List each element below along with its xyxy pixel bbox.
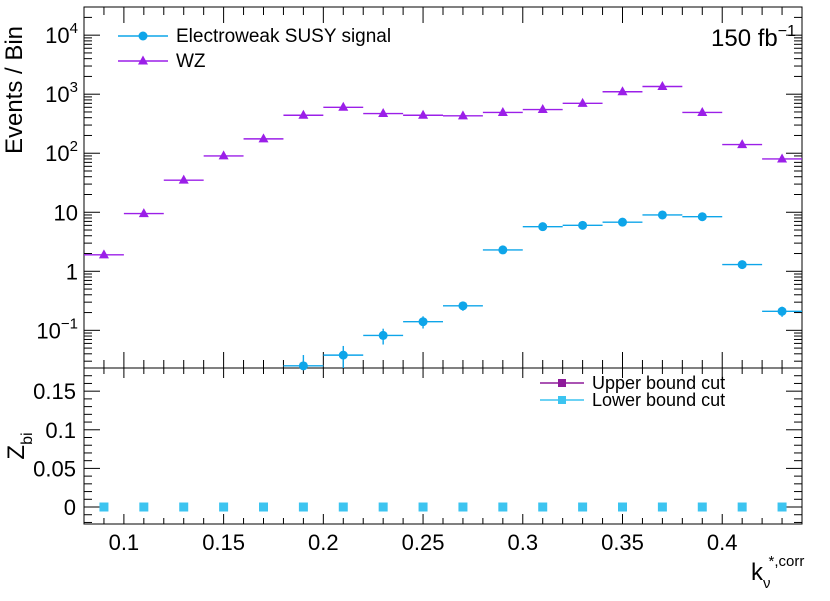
data-point-signal — [418, 317, 428, 327]
data-point-wz — [777, 153, 788, 163]
data-point-zbi — [418, 502, 428, 512]
legend-wz-marker — [138, 55, 148, 65]
data-point-wz — [338, 101, 349, 111]
data-point-signal — [538, 222, 548, 232]
data-point-zbi — [498, 502, 508, 512]
data-point-wz — [697, 106, 708, 116]
data-point-wz — [537, 104, 548, 114]
top-ytick-label-base: 10 — [45, 23, 69, 48]
data-point-wz — [418, 109, 429, 119]
legend-signal-label: Electroweak SUSY signal — [176, 26, 391, 47]
top-series-marks — [84, 81, 802, 371]
data-point-signal — [298, 361, 308, 371]
data-point-wz — [737, 139, 748, 149]
data-point-wz — [98, 249, 109, 259]
data-point-wz — [378, 108, 389, 118]
data-point-zbi — [777, 502, 787, 512]
data-point-signal — [777, 306, 787, 316]
data-point-zbi — [219, 502, 229, 512]
data-point-zbi — [737, 502, 747, 512]
top-ytick-label-base: 10 — [45, 141, 69, 166]
data-point-zbi — [259, 502, 268, 512]
top-ytick-label-exp: 2 — [70, 138, 78, 155]
data-point-signal — [498, 245, 508, 255]
data-point-zbi — [697, 502, 707, 512]
top-ytick-label-base: 10 — [45, 82, 69, 107]
data-point-wz — [577, 97, 588, 107]
data-point-zbi — [338, 502, 348, 512]
top-ytick-label-base: 10 — [54, 200, 78, 225]
data-point-signal — [378, 330, 388, 340]
data-point-wz — [457, 110, 468, 120]
data-point-wz — [298, 109, 309, 119]
data-point-wz — [258, 133, 269, 143]
data-point-zbi — [139, 502, 149, 512]
data-point-wz — [617, 86, 628, 96]
legend-upper-label: Upper bound cut — [592, 373, 725, 393]
legend-lower-label: Lower bound cut — [592, 390, 725, 410]
xtick-label: 0.1 — [109, 530, 140, 555]
data-point-signal — [737, 260, 747, 270]
data-point-signal — [458, 301, 468, 311]
legend-wz-label: WZ — [176, 51, 206, 72]
bottom-series-marks — [99, 502, 787, 512]
top-ytick-label: 103 — [45, 79, 78, 107]
bottom-ytick-label: 0.15 — [33, 379, 76, 404]
data-point-wz — [657, 81, 668, 91]
data-point-signal — [338, 350, 348, 360]
top-ytick-label-base: 10 — [36, 318, 60, 343]
top-ytick-label: 10−1 — [36, 315, 78, 343]
xtick-label: 0.35 — [601, 530, 644, 555]
bottom-ylabel: Zbi — [3, 432, 36, 459]
data-point-signal — [697, 212, 707, 222]
data-point-wz — [497, 106, 508, 116]
data-point-signal — [657, 210, 667, 220]
top-ytick-label-base: 1 — [66, 259, 78, 284]
top-ytick-label: 104 — [45, 20, 78, 48]
data-point-zbi — [578, 502, 588, 512]
top-ytick-label-exp: −1 — [61, 315, 78, 332]
top-ytick-label-exp: 4 — [70, 20, 78, 37]
data-point-zbi — [618, 502, 627, 512]
xtick-label: 0.2 — [308, 530, 339, 555]
data-point-zbi — [179, 502, 189, 512]
xtick-label: 0.25 — [402, 530, 445, 555]
data-point-signal — [618, 217, 627, 227]
data-point-wz — [178, 174, 189, 184]
top-ytick-label: 102 — [45, 138, 78, 166]
data-point-wz — [138, 208, 149, 218]
bottom-ytick-label: 0.05 — [33, 456, 76, 481]
legend-signal-marker — [138, 31, 148, 41]
data-point-zbi — [378, 502, 388, 512]
x-axis-label: kν*,corr — [751, 553, 804, 592]
data-point-zbi — [458, 502, 468, 512]
xtick-label: 0.4 — [707, 530, 738, 555]
data-point-zbi — [538, 502, 548, 512]
top-legend: Electroweak SUSY signal WZ — [118, 26, 391, 72]
top-ytick-label: 1 — [66, 259, 78, 284]
xtick-label: 0.3 — [507, 530, 538, 555]
bottom-legend: Upper bound cut Lower bound cut — [540, 373, 725, 410]
xtick-label: 0.15 — [202, 530, 245, 555]
bottom-ytick-label: 0 — [64, 495, 76, 520]
data-point-zbi — [99, 502, 109, 512]
data-point-zbi — [657, 502, 667, 512]
data-point-signal — [578, 220, 588, 230]
luminosity-label: 150 fb−1 — [711, 23, 796, 52]
bottom-axis-ticks: 0.1 0.15 0.2 0.25 0.3 0.35 0.4 0 0.05 0.1 0.15 — [33, 367, 803, 555]
legend-lower-marker — [558, 396, 566, 404]
top-ytick-label: 10 — [54, 200, 78, 225]
legend-upper-marker — [558, 379, 566, 387]
data-point-wz — [218, 150, 229, 160]
data-point-zbi — [298, 502, 308, 512]
top-ytick-label-exp: 3 — [70, 79, 78, 96]
bottom-ytick-label: 0.1 — [45, 418, 76, 443]
top-ylabel: Events / Bin — [1, 26, 28, 154]
